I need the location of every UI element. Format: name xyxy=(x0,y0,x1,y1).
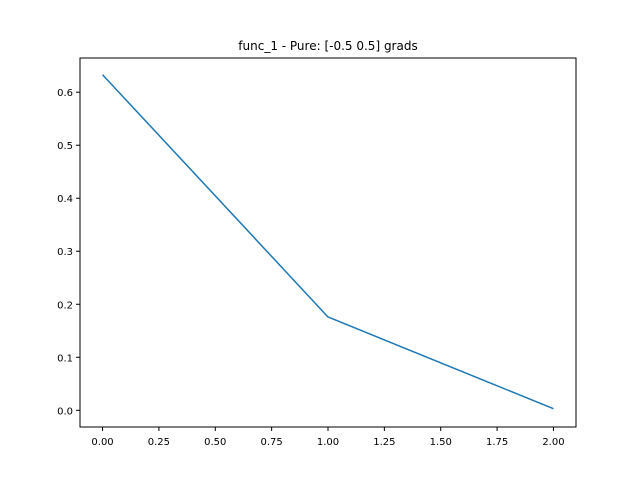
x-tick-label: 1.75 xyxy=(486,437,508,448)
y-tick-label: 0.2 xyxy=(57,300,73,311)
y-tick-label: 0.0 xyxy=(57,406,73,417)
x-axis: 0.00 0.25 0.50 0.75 1.00 1.25 1.50 1.75 2.00 xyxy=(91,427,565,448)
chart-title: func_1 - Pure: [-0.5 0.5] grads xyxy=(238,39,417,53)
x-tick-label: 0.25 xyxy=(148,437,170,448)
y-tick-label: 0.6 xyxy=(57,88,73,99)
y-tick-label: 0.3 xyxy=(57,247,73,258)
x-tick-label: 0.50 xyxy=(204,437,226,448)
series-line-0 xyxy=(102,74,554,410)
y-axis: 0.0 0.1 0.2 0.3 0.4 0.5 0.6 xyxy=(57,88,80,417)
x-tick-label: 2.00 xyxy=(542,437,564,448)
plot-area xyxy=(102,74,554,410)
y-tick-label: 0.1 xyxy=(57,353,73,364)
x-tick-label: 1.50 xyxy=(430,437,452,448)
x-tick-label: 0.00 xyxy=(91,437,113,448)
y-tick-label: 0.4 xyxy=(57,194,73,205)
x-tick-label: 1.00 xyxy=(317,437,339,448)
x-tick-label: 0.75 xyxy=(261,437,283,448)
x-tick-label: 1.25 xyxy=(373,437,395,448)
y-tick-label: 0.5 xyxy=(57,141,73,152)
